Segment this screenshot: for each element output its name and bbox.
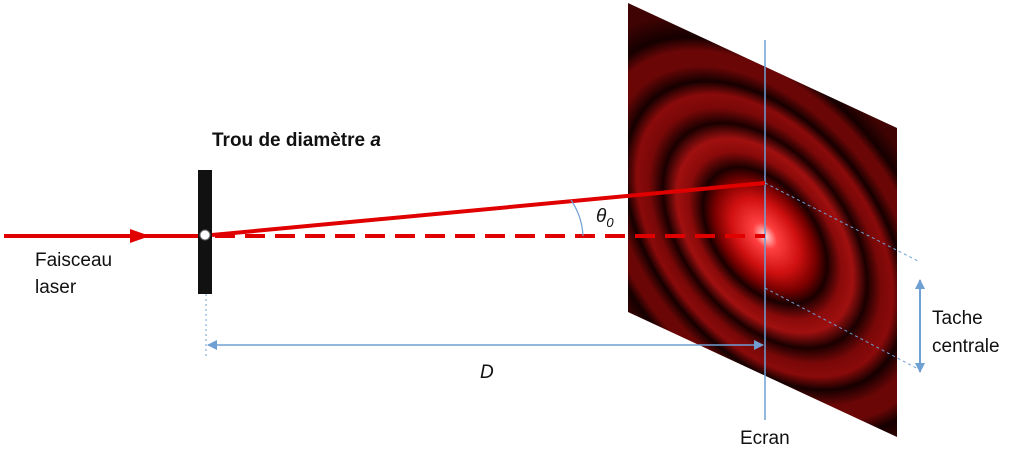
angle-subscript: 0 [606,215,614,230]
beam-label: laser [35,277,77,298]
hole-text: Trou de diamètre [212,130,365,151]
spot-label: centrale [932,336,1000,357]
spot-label: Tache [932,308,983,329]
angle-label: θ0 [596,206,614,230]
beam-arrow [130,229,150,243]
hole [199,229,211,241]
distance-label: D [480,362,494,383]
angle-arc [570,199,584,237]
guide-line [764,182,921,263]
screen [628,3,897,437]
beam-label: Faisceau [35,250,112,271]
hole-variable: a [370,130,381,151]
screen-label: Ecran [740,428,790,449]
angle-symbol: θ [596,206,607,227]
guide-line [764,287,921,371]
diffracted-ray [211,181,766,237]
hole-label: Trou de diamètre a [212,130,381,151]
